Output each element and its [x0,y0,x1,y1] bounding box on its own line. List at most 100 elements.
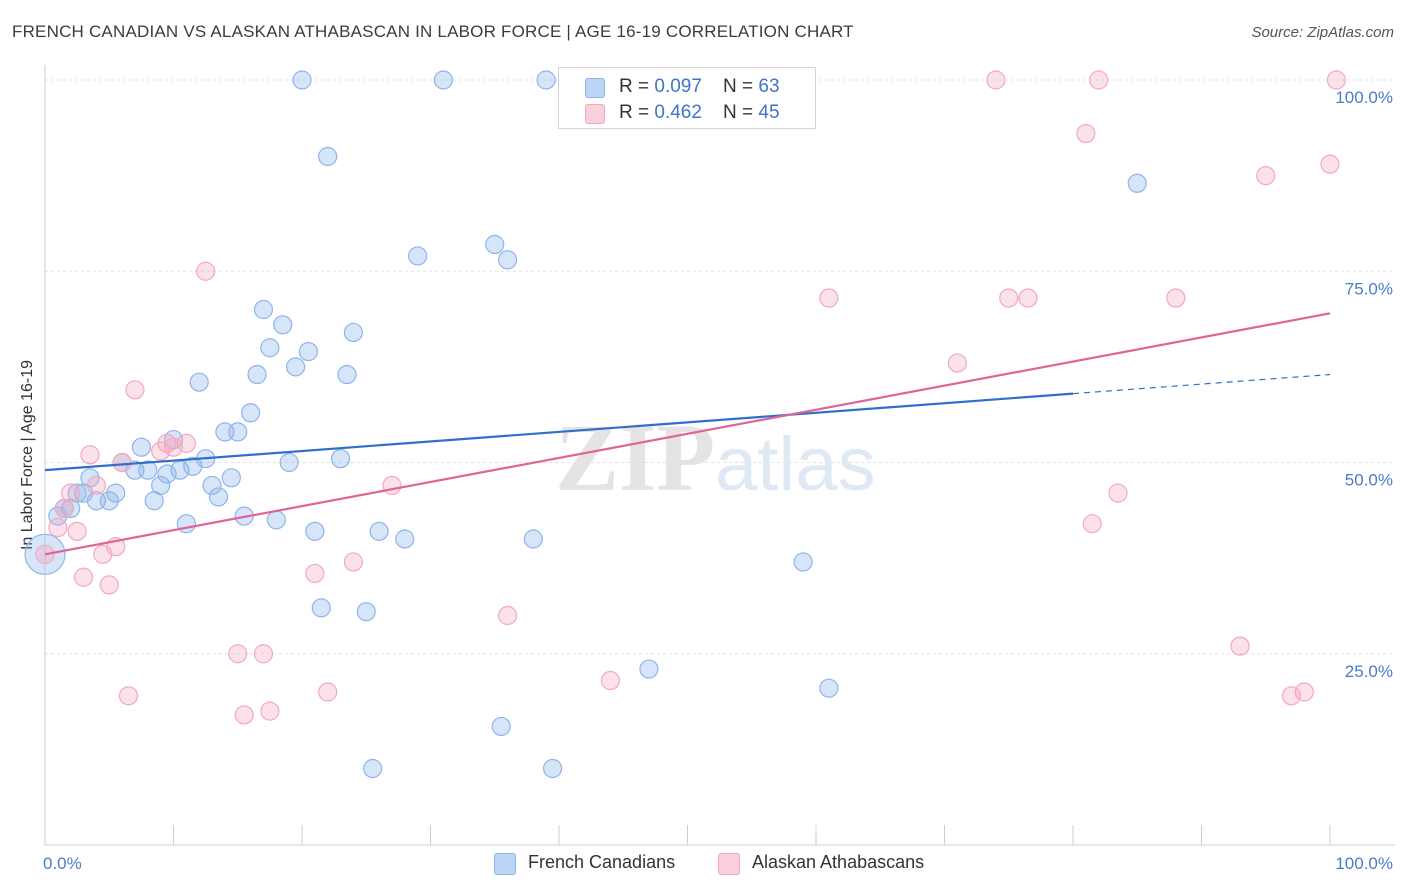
axes [44,65,1395,846]
point-alaskan-athabascans-21 [253,644,274,664]
point-alaskan-athabascans-14 [151,441,171,461]
point-french-canadians-36 [285,357,306,377]
y-tick-label: 100.0% [1335,88,1393,107]
point-alaskan-athabascans-35 [1082,514,1102,534]
x-tick-label: 100.0% [1335,854,1393,873]
point-alaskan-athabascans-44 [1326,70,1347,90]
point-french-canadians-57 [639,659,659,679]
point-french-canadians-9 [106,483,126,503]
point-french-canadians-52 [491,716,511,737]
legend-swatch-pink [718,853,740,875]
point-alaskan-athabascans-36 [1089,70,1109,90]
point-french-canadians-46 [363,758,383,779]
y-tick-label: 75.0% [1345,279,1393,298]
point-alaskan-athabascans-17 [176,433,196,453]
point-french-canadians-6 [80,468,100,488]
point-alaskan-athabascans-28 [600,670,621,691]
point-alaskan-athabascans-33 [1018,288,1038,308]
trend-line-french-canadians [44,392,1074,472]
point-alaskan-athabascans-29 [819,288,839,308]
point-french-canadians-42 [330,449,351,469]
point-alaskan-athabascans-4 [67,521,87,541]
point-french-canadians-55 [536,70,556,90]
point-french-canadians-8 [99,491,119,511]
point-french-canadians-15 [151,475,171,496]
point-alaskan-athabascans-38 [1166,288,1186,308]
point-french-canadians-24 [208,487,229,507]
trend-lines [44,312,1331,556]
point-alaskan-athabascans-37 [1108,483,1128,503]
point-french-canadians-43 [337,364,357,385]
chart-title: FRENCH CANADIAN VS ALASKAN ATHABASCAN IN… [12,22,854,41]
point-french-canadians-26 [221,468,241,488]
point-alaskan-athabascans-31 [986,70,1006,90]
grid-lines [45,79,1395,655]
point-french-canadians-13 [138,460,158,480]
point-french-canadians-53 [498,250,518,270]
point-french-canadians-47 [369,521,389,541]
point-french-canadians-32 [260,338,280,358]
point-french-canadians-49 [408,246,428,266]
point-french-canadians-37 [292,70,312,90]
point-french-canadians-4 [67,483,87,503]
point-french-canadians-16 [157,464,177,484]
point-alaskan-athabascans-16 [163,437,184,457]
legend-swatch-blue [494,853,516,875]
series-legend: French Canadians Alaskan Athabascans [0,852,1406,878]
point-alaskan-athabascans-22 [260,701,280,721]
point-french-canadians-31 [253,299,274,320]
trend-line-extension [1072,373,1331,395]
legend-n-label: N = [723,102,759,123]
point-alaskan-athabascans-34 [1076,123,1096,144]
point-alaskan-athabascans-6 [80,445,100,465]
legend-n-value: 45 [758,102,780,123]
point-french-canadians-60 [1127,173,1147,193]
trend-line-alaskan-athabascans [44,312,1331,556]
point-alaskan-athabascans-30 [947,353,967,373]
point-alaskan-athabascans-3 [61,483,81,503]
point-alaskan-athabascans-7 [86,475,107,496]
legend-r-value: 0.462 [654,102,702,123]
point-french-canadians-58 [793,552,813,572]
data-points [24,70,1347,779]
point-alaskan-athabascans-39 [1230,636,1250,656]
legend-swatch-blue [585,78,605,98]
point-french-canadians-41 [318,146,338,167]
point-french-canadians-12 [131,437,151,457]
legend-r-value: 0.097 [654,76,702,97]
watermark-zip: ZIP [555,404,715,511]
point-alaskan-athabascans-41 [1281,686,1302,706]
point-french-canadians-40 [311,598,331,618]
point-alaskan-athabascans-43 [1320,154,1340,174]
point-alaskan-athabascans-42 [1294,682,1314,702]
point-french-canadians-50 [433,70,453,90]
point-alaskan-athabascans-18 [196,261,216,281]
y-tick-label: 50.0% [1345,471,1393,490]
legend-n-label: N = [723,76,759,97]
y-tick-label: 25.0% [1345,662,1393,681]
point-french-canadians-56 [542,758,563,779]
point-french-canadians-23 [202,475,222,496]
point-alaskan-athabascans-12 [118,686,139,706]
point-french-canadians-48 [395,529,415,549]
legend-label: Alaskan Athabascans [752,852,925,872]
point-french-canadians-54 [523,529,543,549]
point-alaskan-athabascans-5 [73,567,94,587]
point-french-canadians-38 [298,341,319,362]
tick-labels: 25.0% 50.0% 75.0% 100.0% 0.0% 100.0% [43,88,1393,873]
legend-r-label: R = [619,102,655,123]
point-alaskan-athabascans-24 [318,682,338,702]
point-french-canadians-35 [279,452,299,473]
point-alaskan-athabascans-19 [228,644,248,664]
point-alaskan-athabascans-32 [999,288,1019,308]
point-alaskan-athabascans-40 [1256,166,1276,186]
point-alaskan-athabascans-20 [234,705,254,725]
point-french-canadians-30 [247,364,267,385]
point-alaskan-athabascans-11 [112,452,132,473]
point-french-canadians-21 [189,372,209,392]
legend-swatch-pink [585,104,605,124]
x-tick-label: 0.0% [43,854,82,873]
legend-n-value: 63 [758,76,780,97]
watermark: ZIPatlas [555,404,876,511]
